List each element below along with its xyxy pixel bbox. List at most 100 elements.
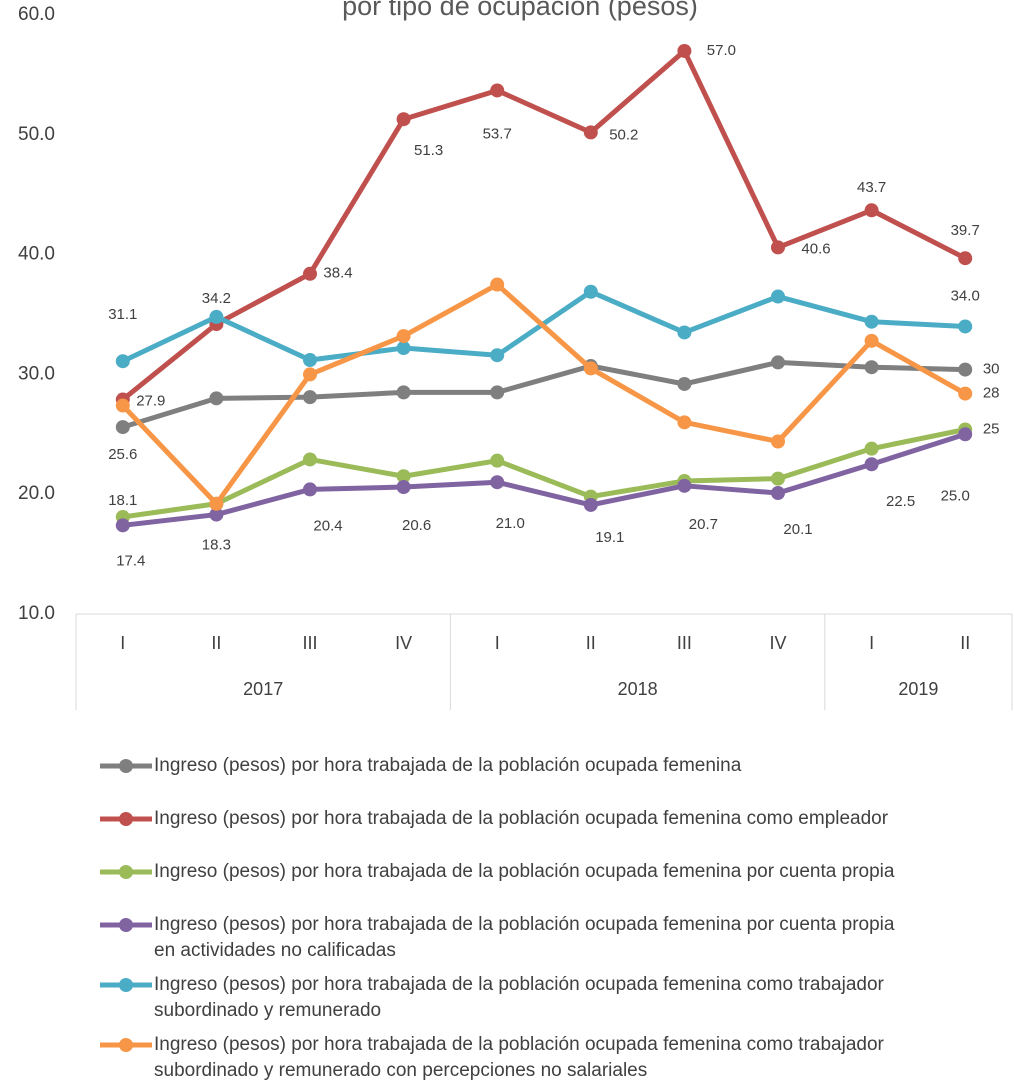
data-point <box>771 434 785 449</box>
data-point <box>209 391 224 406</box>
legend-label: Ingreso (pesos) por hora trabajada de la… <box>154 974 895 1021</box>
data-label: 20.4 <box>313 517 342 534</box>
data-label: 28 <box>983 385 1000 402</box>
series-line <box>121 48 967 402</box>
data-label: 19.1 <box>595 529 624 546</box>
data-label: 21.0 <box>496 515 525 532</box>
data-point <box>303 266 317 281</box>
legend-label: Ingreso (pesos) por hora trabajada de la… <box>154 1034 895 1081</box>
legend-marker <box>119 978 133 992</box>
x-group-label: 2018 <box>618 679 658 699</box>
x-tick-label: I <box>495 633 500 653</box>
data-point <box>490 475 505 490</box>
legend-marker <box>119 918 133 932</box>
data-point <box>677 325 692 340</box>
data-point <box>677 43 692 58</box>
data-point <box>115 518 130 533</box>
data-point <box>209 507 224 522</box>
data-point <box>583 361 598 376</box>
data-point <box>209 496 224 511</box>
legend-swatch <box>100 865 152 879</box>
x-tick-label: II <box>586 633 596 653</box>
data-point <box>396 385 411 400</box>
data-point <box>958 427 973 442</box>
data-point <box>864 360 879 375</box>
data-point <box>303 367 317 382</box>
data-point <box>771 471 785 486</box>
data-point <box>958 251 973 266</box>
x-group-label: 2019 <box>898 679 938 699</box>
x-tick-label: IV <box>769 633 786 653</box>
data-label: 27.9 <box>136 393 165 410</box>
legend-label: Ingreso (pesos) por hora trabajada de la… <box>154 808 889 829</box>
data-label: 51.3 <box>414 142 443 159</box>
data-point <box>396 469 411 484</box>
data-point <box>490 385 505 400</box>
x-tick-label: I <box>869 633 874 653</box>
data-point <box>771 289 785 304</box>
data-point <box>396 112 411 127</box>
data-label: 18.3 <box>202 537 231 554</box>
series-line <box>122 359 966 430</box>
y-tick-label: 50.0 <box>18 124 55 145</box>
data-label: 25 <box>983 420 1000 437</box>
data-point <box>490 453 505 468</box>
data-label: 34.0 <box>951 287 980 304</box>
data-point <box>771 240 785 255</box>
data-label: 43.7 <box>857 179 886 196</box>
legend-label: Ingreso (pesos) por hora trabajada de la… <box>154 861 895 882</box>
x-tick-label: III <box>677 633 692 653</box>
data-point <box>303 482 317 497</box>
data-label: 20.7 <box>689 516 718 533</box>
y-tick-label: 10.0 <box>18 603 55 624</box>
legend-entry: Ingreso (pesos) por hora trabajada de la… <box>98 806 918 859</box>
legend-entry: Ingreso (pesos) por hora trabajada de la… <box>98 1032 918 1092</box>
data-label: 20.6 <box>402 517 431 534</box>
chart: por tipo de ocupación (pesos) 10.0 20.0 30… <box>18 0 1013 710</box>
data-point <box>864 333 879 348</box>
y-tick-label: 60.0 <box>18 4 55 25</box>
data-point <box>864 314 879 329</box>
data-point <box>864 441 879 456</box>
legend-swatch <box>100 1038 152 1052</box>
data-label: 39.7 <box>951 222 980 239</box>
data-label: 22.5 <box>886 493 915 510</box>
legend-swatch <box>100 918 152 932</box>
legend-swatch <box>100 812 152 826</box>
data-label: 50.2 <box>609 126 638 143</box>
data-point <box>864 203 879 218</box>
data-point <box>771 355 785 370</box>
data-point <box>583 284 598 299</box>
data-label: 53.7 <box>483 125 512 142</box>
data-point <box>677 415 692 430</box>
data-label: 38.4 <box>323 265 352 282</box>
x-tick-label: II <box>960 633 970 653</box>
data-label: 25.0 <box>941 487 970 504</box>
data-point <box>490 277 505 292</box>
data-point <box>677 376 692 391</box>
series-line <box>120 282 967 507</box>
chart-title: por tipo de ocupación (pesos) <box>342 0 698 21</box>
x-tick-label: II <box>211 633 221 653</box>
data-point <box>490 348 505 363</box>
data-label: 20.1 <box>783 521 812 538</box>
data-label: 30 <box>983 361 1000 378</box>
legend-marker <box>119 865 133 879</box>
x-tick-label: IV <box>395 633 412 653</box>
data-point <box>958 386 973 401</box>
legend-entry: Ingreso (pesos) por hora trabajada de la… <box>98 753 918 806</box>
series-line <box>122 431 966 528</box>
data-point <box>958 362 973 377</box>
data-point <box>396 341 411 356</box>
data-point <box>677 478 692 493</box>
legend-marker <box>119 759 133 773</box>
legend: Ingreso (pesos) por hora trabajada de la… <box>98 753 918 1092</box>
legend-swatch <box>100 978 152 992</box>
data-label: 17.4 <box>116 552 145 569</box>
data-label: 34.2 <box>202 290 231 307</box>
data-point <box>958 319 973 334</box>
x-tick-label: III <box>302 633 317 653</box>
data-point <box>303 353 317 368</box>
data-point <box>396 480 411 495</box>
